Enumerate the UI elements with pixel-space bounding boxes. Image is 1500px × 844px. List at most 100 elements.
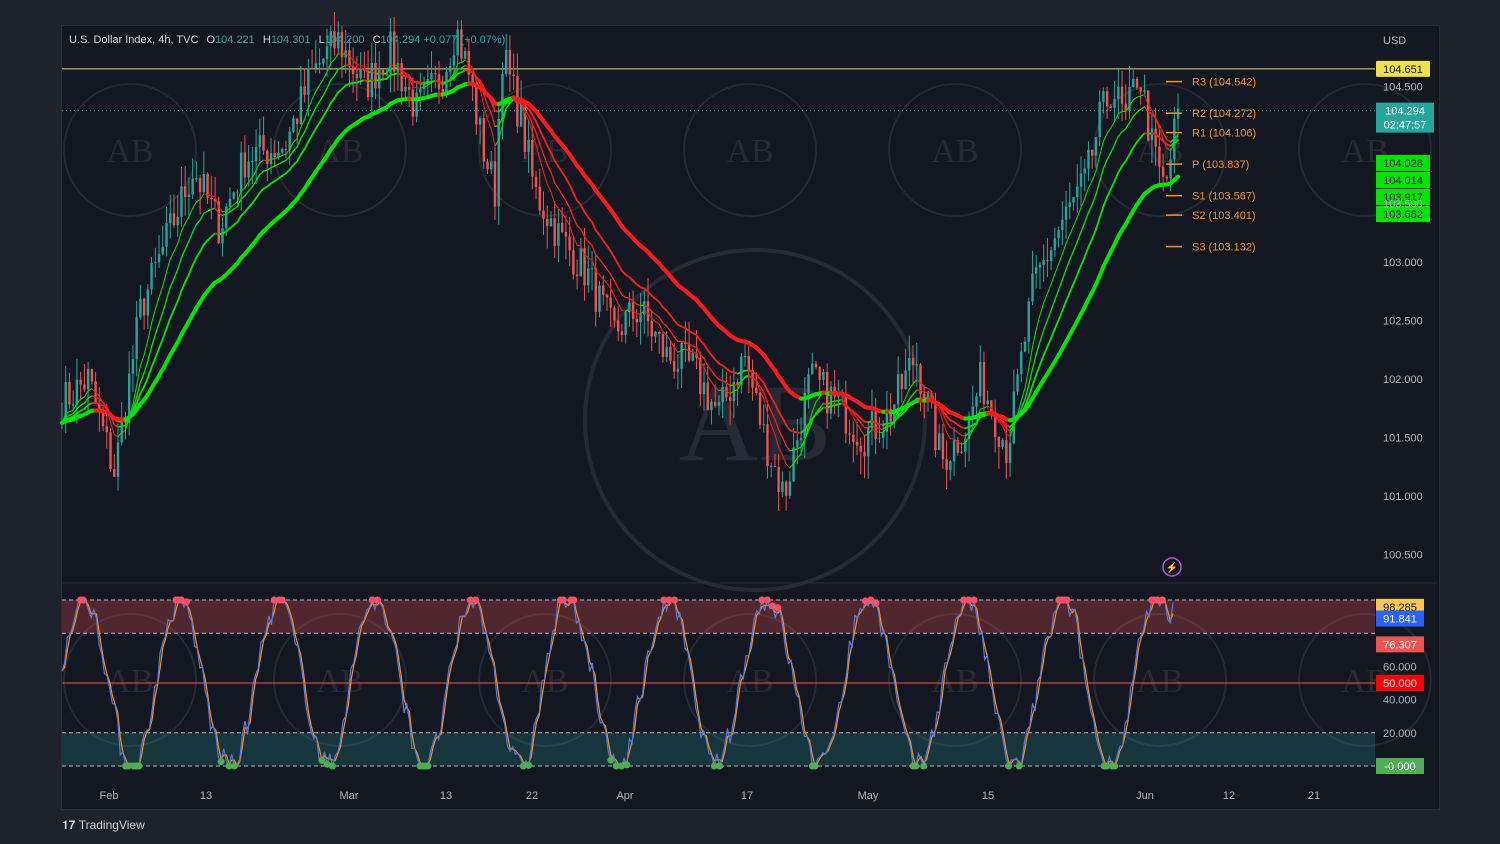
candle-body — [1169, 159, 1172, 179]
candle-body — [549, 218, 553, 227]
ema-fast-segment — [793, 457, 798, 464]
pivot-label-6: S3 (103.132) — [1192, 242, 1256, 254]
watermark-seal — [683, 613, 817, 747]
ema-fast-segment — [214, 196, 220, 208]
ema-mid-segment — [1140, 106, 1146, 111]
candle-body — [288, 131, 291, 150]
osc-tick-0: 60.000 — [1383, 661, 1417, 673]
candle-body — [598, 285, 601, 312]
ema-mid-segment — [621, 294, 627, 299]
candle-body — [217, 201, 220, 244]
ema-fast-segment — [419, 86, 425, 89]
ema-mid-segment — [363, 67, 369, 74]
candle-body — [456, 29, 459, 56]
candle-body — [269, 153, 273, 165]
candle-body — [1154, 128, 1157, 147]
watermark-seal — [478, 613, 612, 747]
ema-fast-segment — [1091, 170, 1097, 182]
watermark-seal-mark: AB — [931, 133, 978, 170]
candle-body — [881, 431, 885, 438]
ema-slow-segment — [1121, 160, 1127, 168]
watermark-seal — [888, 83, 1022, 217]
ema-slow-segment — [184, 273, 190, 284]
candle-body — [575, 274, 579, 277]
candle-body — [318, 63, 321, 65]
ema-fast-segment — [565, 218, 571, 227]
ema-slow-segment — [165, 317, 172, 330]
ema-fast-segment — [307, 98, 313, 109]
candle-body — [654, 331, 657, 337]
candle-body — [1057, 229, 1060, 239]
ema-fast-segment — [277, 154, 283, 158]
ema-fast-segment — [207, 194, 212, 197]
ema-slow-segment — [762, 381, 769, 392]
candle-body — [79, 379, 82, 385]
ema-mid-segment — [673, 336, 679, 343]
candle-body — [527, 139, 530, 153]
ema-fast-segment — [184, 216, 190, 224]
ema-mid-segment — [333, 68, 339, 77]
candle-body — [1087, 149, 1090, 169]
ema-slow-segment — [1031, 374, 1038, 387]
ema-mid-segment — [236, 198, 242, 208]
ema-mid-segment — [875, 426, 881, 430]
ema-mid-segment — [591, 244, 597, 256]
candle-body — [98, 403, 101, 411]
ema-fast-segment — [65, 411, 70, 415]
ema-fast-segment — [744, 374, 750, 378]
ema-fast-segment — [998, 421, 1004, 427]
ema-mid-segment — [867, 424, 873, 429]
candle-body — [605, 294, 609, 298]
candle-body — [1098, 101, 1101, 138]
candle-body — [71, 404, 75, 406]
candle-body — [762, 424, 765, 426]
ema-fast-segment — [584, 254, 589, 259]
candle-body — [661, 333, 665, 358]
candle-body — [792, 447, 795, 482]
candle-body — [811, 363, 814, 375]
ema-slow-segment — [606, 244, 612, 253]
ema-fast-segment — [464, 59, 470, 64]
ema-mid-segment — [292, 146, 298, 152]
watermark-seal — [683, 83, 817, 217]
candle-body — [982, 361, 986, 405]
oversold-dot — [920, 762, 928, 770]
price-tick-0: 104.500 — [1383, 82, 1423, 94]
oversold-dot — [135, 762, 143, 770]
ema-fast-segment — [778, 446, 783, 456]
candle-body — [807, 374, 810, 393]
ema-fast-segment — [225, 207, 231, 212]
ema-mid-segment — [957, 431, 963, 437]
ema-slow-segment — [1050, 328, 1056, 339]
ma-value-badge-1 — [1376, 172, 1430, 188]
ema-slow-segment — [1091, 228, 1097, 240]
ema-fast-segment — [479, 88, 485, 106]
candle-body — [639, 314, 642, 323]
ema-fast-segment — [905, 388, 910, 399]
ema-mid-segment — [572, 216, 578, 227]
pivot-label-3: P (103.837) — [1192, 159, 1249, 171]
oversold-dot — [323, 760, 331, 768]
ema-fast-segment — [304, 107, 309, 121]
ema-slow-segment — [1128, 146, 1135, 156]
ema-mid-segment — [289, 150, 295, 157]
ema-slow-segment — [139, 385, 146, 395]
oversold-dot — [124, 762, 132, 770]
ema-fast-segment — [166, 258, 171, 273]
candle-body — [1064, 206, 1068, 220]
tradingview-logo[interactable]: 𝟏𝟕 TradingView — [62, 818, 145, 833]
overbought-dot — [671, 596, 679, 604]
ema-mid-segment — [221, 213, 227, 217]
ma-value-text-0: 104.028 — [1383, 158, 1423, 170]
candle-body — [1165, 176, 1169, 179]
ema-mid-segment — [1024, 384, 1030, 400]
candle-body — [855, 441, 859, 446]
candle-body — [213, 199, 217, 202]
ema-fast-segment — [692, 351, 698, 354]
ema-slow-segment — [598, 234, 605, 242]
ema-fast-segment — [1031, 329, 1037, 348]
ema-mid-segment — [1028, 368, 1034, 386]
ema-mid-segment — [1054, 289, 1060, 301]
candle-body — [225, 206, 228, 229]
